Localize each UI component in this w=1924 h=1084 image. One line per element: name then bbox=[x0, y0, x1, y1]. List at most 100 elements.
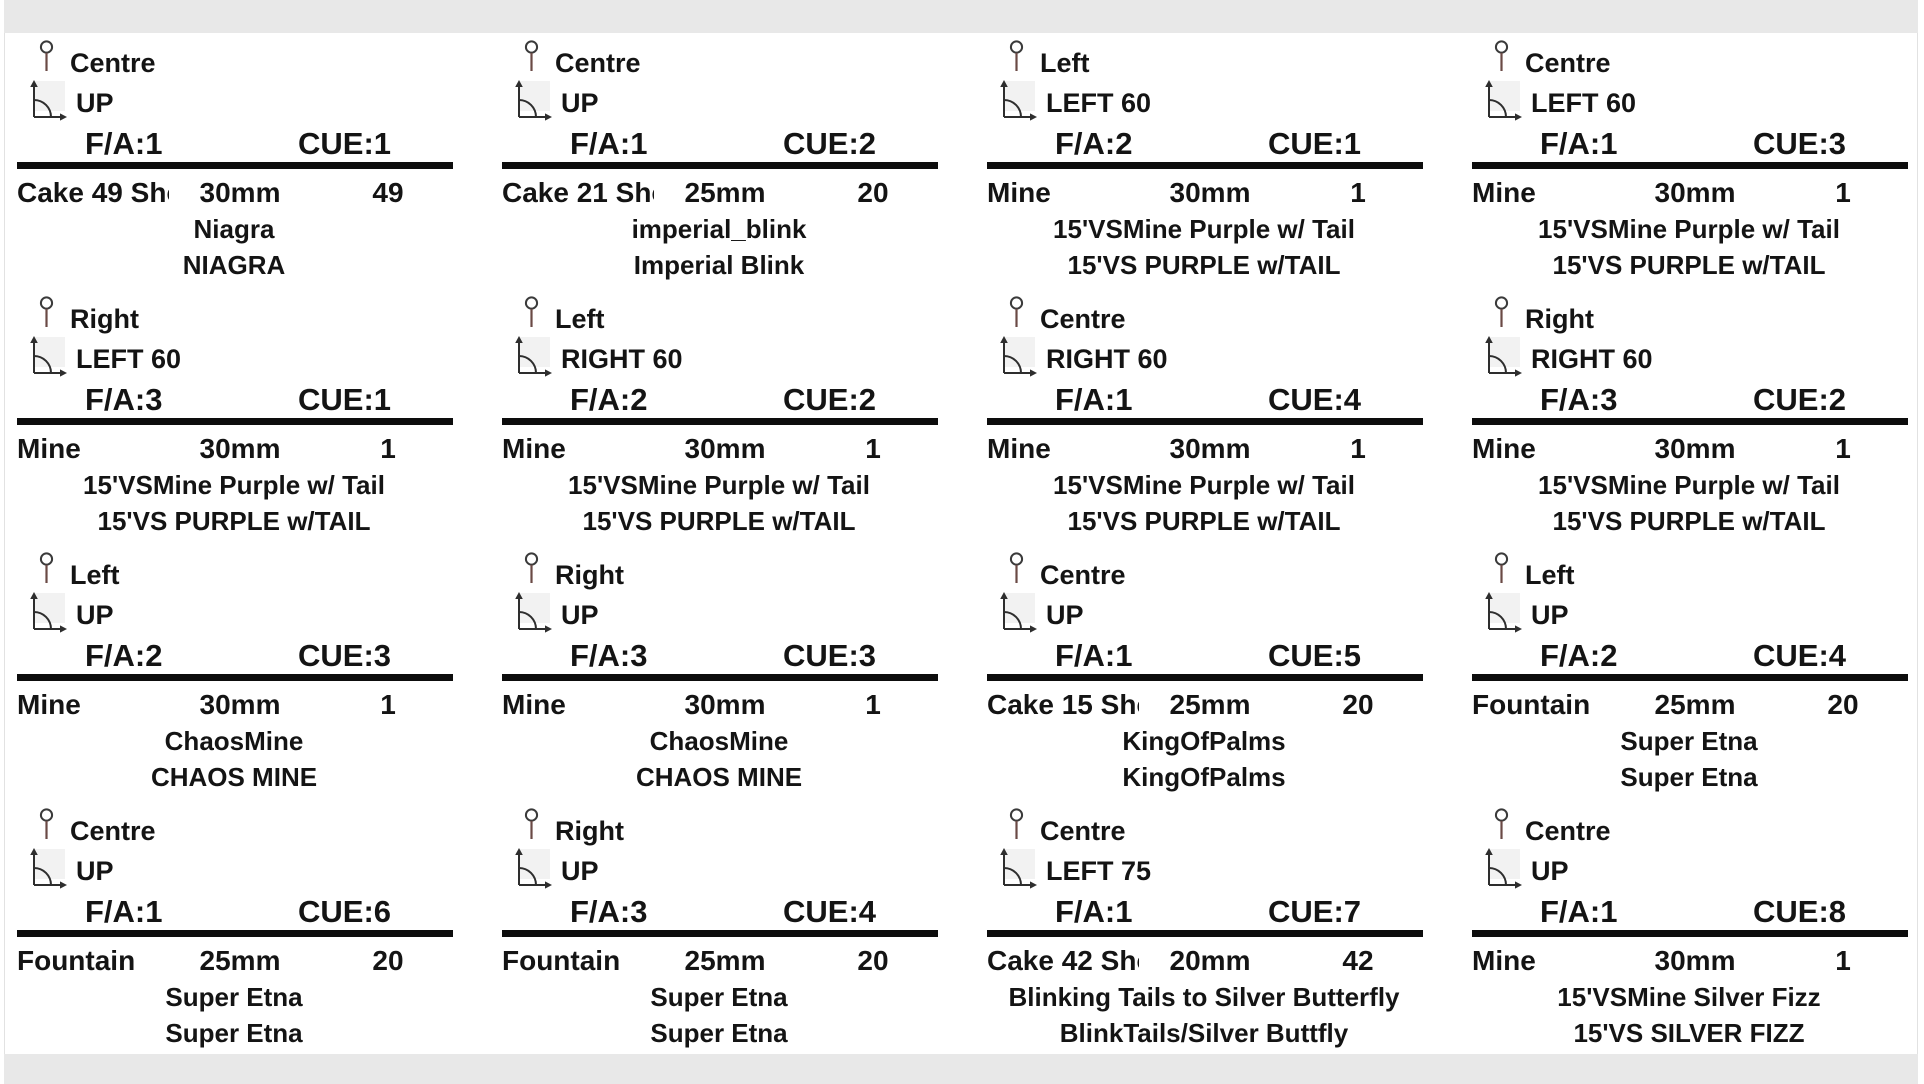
angle-label: RIGHT 60 bbox=[561, 344, 683, 374]
cue-card[interactable]: Right UP F/A:3 CUE:3 Mine 30mm 1 ChaosMi… bbox=[500, 548, 938, 804]
angle-icon bbox=[1000, 592, 1037, 633]
card-divider bbox=[17, 930, 453, 937]
product-name: 15'VSMine Purple w/ Tail bbox=[568, 470, 870, 500]
angle-icon bbox=[1000, 80, 1037, 121]
bottom-margin-bar bbox=[4, 1054, 1918, 1084]
card-divider bbox=[502, 674, 938, 681]
product-name: Super Etna bbox=[165, 982, 303, 1012]
top-margin-bar bbox=[4, 0, 1918, 33]
firing-area-label: F/A:3 bbox=[85, 382, 163, 417]
product-name: 15'VSMine Purple w/ Tail bbox=[1053, 470, 1355, 500]
cue-number-label: CUE:3 bbox=[1753, 126, 1847, 161]
cue-card[interactable]: Centre UP F/A:1 CUE:5 Cake 15 Shots 25mm… bbox=[985, 548, 1423, 804]
product-display-name: Imperial Blink bbox=[633, 250, 805, 280]
effect-type: Mine bbox=[1472, 177, 1536, 208]
effect-calibre: 30mm bbox=[684, 433, 766, 464]
angle-icon bbox=[515, 848, 552, 889]
effect-calibre: 30mm bbox=[199, 689, 281, 720]
cue-card[interactable]: Centre UP F/A:1 CUE:1 Cake 49 Shots 30mm… bbox=[15, 36, 453, 292]
position-label: Left bbox=[1040, 48, 1090, 78]
cue-number-label: CUE:3 bbox=[298, 638, 392, 673]
effect-type: Fountain bbox=[502, 945, 621, 976]
product-display-name: Super Etna bbox=[165, 1018, 303, 1048]
effect-type: Cake 21 Shots bbox=[502, 177, 654, 208]
firing-area-label: F/A:2 bbox=[1540, 638, 1618, 673]
effect-calibre: 20mm bbox=[1169, 945, 1251, 976]
product-name: Super Etna bbox=[1620, 726, 1758, 756]
effect-calibre: 25mm bbox=[684, 177, 766, 208]
effect-calibre: 30mm bbox=[684, 689, 766, 720]
firing-area-label: F/A:2 bbox=[1055, 126, 1133, 161]
product-name: 15'VSMine Purple w/ Tail bbox=[1538, 214, 1840, 244]
product-name: ChaosMine bbox=[164, 726, 304, 756]
product-display-name: 15'VS PURPLE w/TAIL bbox=[97, 506, 371, 536]
cue-card[interactable]: Centre RIGHT 60 F/A:1 CUE:4 Mine 30mm 1 … bbox=[985, 292, 1423, 548]
angle-icon bbox=[30, 336, 67, 377]
cue-card[interactable]: Centre UP F/A:1 CUE:8 Mine 30mm 1 15'VSM… bbox=[1470, 804, 1908, 1060]
effect-quantity: 1 bbox=[865, 433, 881, 464]
effect-calibre: 25mm bbox=[1654, 689, 1736, 720]
cue-card[interactable]: Left LEFT 60 F/A:2 CUE:1 Mine 30mm 1 15'… bbox=[985, 36, 1423, 292]
cue-number-label: CUE:8 bbox=[1753, 894, 1847, 929]
effect-quantity: 20 bbox=[857, 177, 889, 208]
card-divider bbox=[1472, 418, 1908, 425]
angle-label: UP bbox=[1531, 600, 1569, 630]
cue-card[interactable]: Centre UP F/A:1 CUE:2 Cake 21 Shots 25mm… bbox=[500, 36, 938, 292]
effect-calibre: 30mm bbox=[1169, 433, 1251, 464]
firing-area-label: F/A:2 bbox=[85, 638, 163, 673]
cue-card[interactable]: Right RIGHT 60 F/A:3 CUE:2 Mine 30mm 1 1… bbox=[1470, 292, 1908, 548]
product-display-name: Super Etna bbox=[650, 1018, 788, 1048]
cue-card[interactable]: Left RIGHT 60 F/A:2 CUE:2 Mine 30mm 1 15… bbox=[500, 292, 938, 548]
effect-type: Mine bbox=[17, 433, 81, 464]
firing-area-label: F/A:1 bbox=[1540, 894, 1618, 929]
card-divider bbox=[17, 674, 453, 681]
product-name: Super Etna bbox=[650, 982, 788, 1012]
angle-label: UP bbox=[561, 88, 599, 118]
angle-label: UP bbox=[76, 856, 114, 886]
effect-quantity: 1 bbox=[1835, 177, 1851, 208]
pin-icon bbox=[524, 552, 539, 583]
position-label: Left bbox=[555, 304, 605, 334]
card-divider bbox=[987, 162, 1423, 169]
product-name: imperial_blink bbox=[631, 214, 807, 244]
firing-area-label: F/A:3 bbox=[570, 894, 648, 929]
cue-number-label: CUE:1 bbox=[298, 126, 392, 161]
angle-icon bbox=[1485, 848, 1522, 889]
cue-card[interactable]: Right UP F/A:3 CUE:4 Fountain 25mm 20 Su… bbox=[500, 804, 938, 1060]
product-display-name: 15'VS SILVER FIZZ bbox=[1573, 1018, 1805, 1048]
effect-type: Mine bbox=[502, 689, 566, 720]
cue-number-label: CUE:6 bbox=[298, 894, 392, 929]
cue-card[interactable]: Centre UP F/A:1 CUE:6 Fountain 25mm 20 S… bbox=[15, 804, 453, 1060]
effect-type: Fountain bbox=[17, 945, 136, 976]
effect-calibre: 25mm bbox=[199, 945, 281, 976]
effect-quantity: 20 bbox=[1342, 689, 1374, 720]
card-divider bbox=[987, 930, 1423, 937]
angle-label: LEFT 60 bbox=[1531, 88, 1637, 118]
cue-card[interactable]: Centre LEFT 75 F/A:1 CUE:7 Cake 42 Shots… bbox=[985, 804, 1423, 1060]
firing-area-label: F/A:1 bbox=[85, 126, 163, 161]
product-display-name: 15'VS PURPLE w/TAIL bbox=[1552, 506, 1826, 536]
angle-icon bbox=[30, 592, 67, 633]
product-display-name: 15'VS PURPLE w/TAIL bbox=[582, 506, 856, 536]
angle-icon bbox=[1485, 592, 1522, 633]
angle-icon bbox=[515, 592, 552, 633]
angle-label: UP bbox=[561, 600, 599, 630]
pin-icon bbox=[1009, 552, 1024, 583]
effect-calibre: 25mm bbox=[1169, 689, 1251, 720]
cue-card[interactable]: Left UP F/A:2 CUE:3 Mine 30mm 1 ChaosMin… bbox=[15, 548, 453, 804]
angle-label: RIGHT 60 bbox=[1046, 344, 1168, 374]
effect-calibre: 30mm bbox=[199, 433, 281, 464]
position-label: Centre bbox=[70, 816, 156, 846]
pin-icon bbox=[1494, 808, 1509, 839]
firing-area-label: F/A:3 bbox=[1540, 382, 1618, 417]
firing-area-label: F/A:1 bbox=[1055, 638, 1133, 673]
effect-type: Mine bbox=[1472, 433, 1536, 464]
position-label: Centre bbox=[1040, 304, 1126, 334]
position-label: Right bbox=[555, 816, 624, 846]
pin-icon bbox=[1009, 808, 1024, 839]
cue-card[interactable]: Centre LEFT 60 F/A:1 CUE:3 Mine 30mm 1 1… bbox=[1470, 36, 1908, 292]
cue-number-label: CUE:1 bbox=[1268, 126, 1362, 161]
cue-card[interactable]: Right LEFT 60 F/A:3 CUE:1 Mine 30mm 1 15… bbox=[15, 292, 453, 548]
product-name: Blinking Tails to Silver Butterfly bbox=[1008, 982, 1400, 1012]
cue-card[interactable]: Left UP F/A:2 CUE:4 Fountain 25mm 20 Sup… bbox=[1470, 548, 1908, 804]
